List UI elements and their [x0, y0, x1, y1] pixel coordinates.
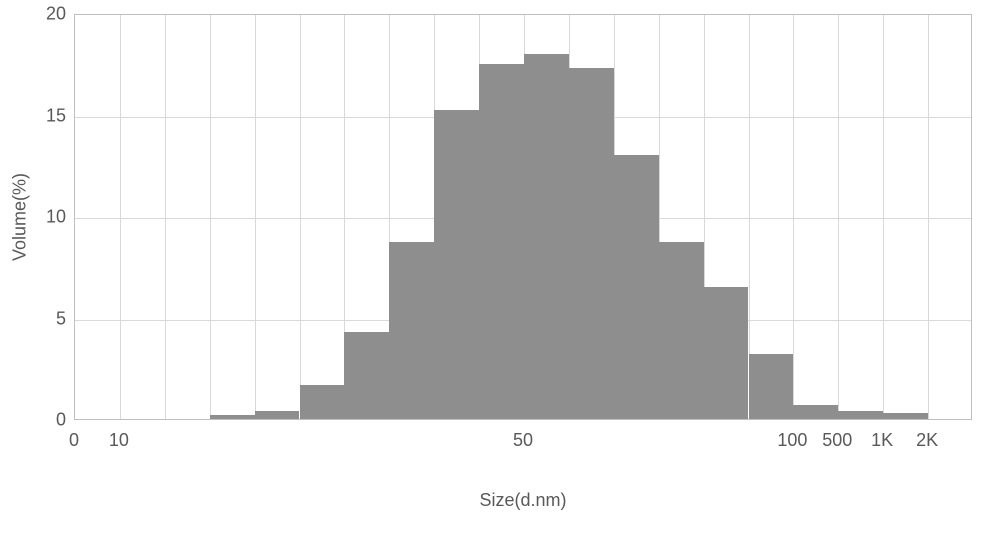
histogram-bar — [569, 68, 614, 419]
histogram-bar — [883, 413, 928, 419]
gridline-vertical — [210, 15, 211, 419]
histogram-bar — [255, 411, 300, 419]
x-tick-label: 10 — [109, 430, 129, 451]
histogram-bar — [434, 110, 479, 419]
x-tick-label: 0 — [69, 430, 79, 451]
y-tick-label: 0 — [56, 410, 66, 431]
histogram-bar — [210, 415, 255, 419]
y-tick-label: 15 — [46, 105, 66, 126]
gridline-vertical — [838, 15, 839, 419]
gridline-vertical — [928, 15, 929, 419]
gridline-vertical — [883, 15, 884, 419]
y-tick-label: 10 — [46, 207, 66, 228]
gridline-vertical — [255, 15, 256, 419]
x-tick-label: 50 — [513, 430, 533, 451]
x-axis-title: Size(d.nm) — [479, 490, 566, 511]
histogram-bar — [300, 385, 345, 420]
x-tick-label: 2K — [916, 430, 938, 451]
histogram-bar — [344, 332, 389, 419]
histogram-bar — [389, 242, 434, 419]
gridline-vertical — [793, 15, 794, 419]
histogram-bar — [793, 405, 838, 419]
x-tick-label: 1K — [871, 430, 893, 451]
gridline-vertical — [300, 15, 301, 419]
histogram-bar — [614, 155, 659, 419]
plot-area — [74, 14, 972, 420]
y-axis-title: Volume(%) — [10, 173, 31, 261]
gridline-vertical — [165, 15, 166, 419]
x-tick-label: 100 — [777, 430, 807, 451]
y-tick-label: 20 — [46, 4, 66, 25]
x-tick-label: 500 — [822, 430, 852, 451]
size-distribution-chart: Volume(%) Size(d.nm) 0 5 10 15 20 0 10 50 100 500… — [0, 0, 1000, 536]
gridline-vertical — [120, 15, 121, 419]
histogram-bar — [838, 411, 883, 419]
histogram-bar — [479, 64, 524, 419]
histogram-bar — [659, 242, 704, 419]
histogram-bar — [524, 54, 569, 419]
histogram-bar — [749, 354, 794, 419]
histogram-bar — [704, 287, 749, 419]
y-tick-label: 5 — [56, 308, 66, 329]
